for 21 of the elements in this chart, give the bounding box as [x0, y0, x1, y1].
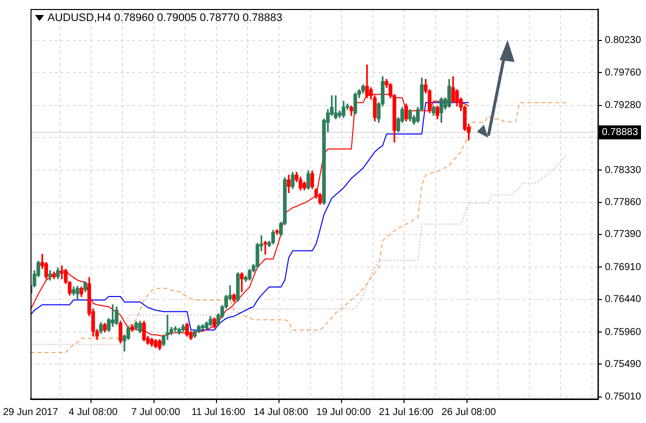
x-tick-label: 11 Jul 16:00: [191, 406, 246, 418]
x-tick-label: 21 Jul 16:00: [378, 406, 434, 418]
y-tick-label: 0.75490: [604, 358, 642, 370]
ref-line-label: 0.78883: [602, 127, 638, 138]
y-tick-label: 0.80230: [604, 35, 642, 46]
x-tick-label: 29 Jun 2017: [2, 406, 58, 418]
y-tick-label: 0.76910: [604, 262, 642, 273]
x-tick-label: 7 Jul 00:00: [131, 406, 181, 418]
y-tick-label: 0.75010: [604, 392, 642, 403]
x-tick-label: 14 Jul 08:00: [254, 406, 309, 418]
y-tick-label: 0.77860: [604, 197, 642, 208]
chart-title: AUDUSD,H4 0.78960 0.79005 0.78770 0.78883: [48, 12, 282, 24]
y-tick-label: 0.75960: [604, 326, 642, 338]
y-tick-label: 0.79280: [604, 100, 642, 112]
x-tick-label: 26 Jul 08:00: [441, 406, 496, 418]
y-tick-label: 0.77390: [604, 229, 642, 240]
x-tick-label: 19 Jul 00:00: [316, 406, 372, 418]
y-tick-label: 0.78330: [604, 164, 642, 176]
y-tick-label: 0.76440: [604, 294, 642, 306]
x-tick-label: 4 Jul 08:00: [68, 406, 118, 418]
y-tick-label: 0.79760: [604, 67, 642, 78]
